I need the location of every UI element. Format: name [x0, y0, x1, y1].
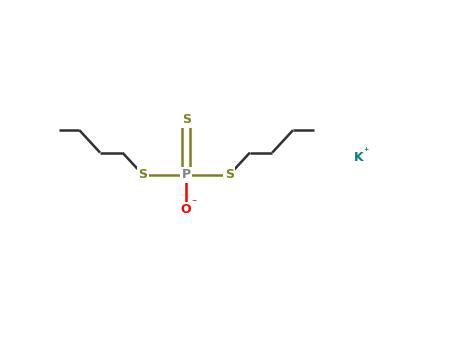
Text: P: P	[182, 168, 191, 182]
Text: ⁻: ⁻	[191, 198, 196, 208]
Text: S: S	[225, 168, 234, 182]
Text: S: S	[139, 168, 147, 182]
Text: S: S	[182, 113, 191, 126]
Text: O: O	[181, 203, 192, 216]
Text: ⁺: ⁺	[364, 147, 369, 156]
Text: K: K	[354, 151, 363, 164]
